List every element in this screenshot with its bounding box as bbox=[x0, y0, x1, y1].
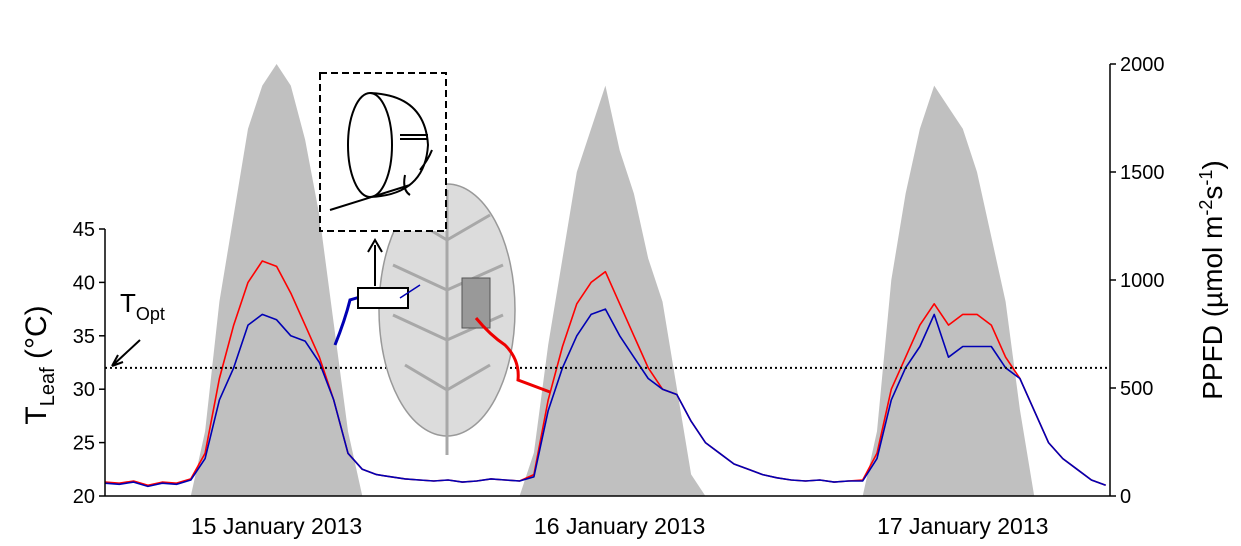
y2-tick-label: 2000 bbox=[1120, 54, 1165, 76]
threshold-label-main: T bbox=[120, 288, 136, 318]
inset-box bbox=[319, 72, 447, 232]
y2-axis-label: PPFD (µmol m-2s-1) bbox=[1196, 160, 1228, 400]
y2-tick-label: 1000 bbox=[1120, 270, 1165, 292]
threshold-label-sub: Opt bbox=[136, 304, 165, 324]
y2-label-part: s bbox=[1197, 186, 1228, 200]
y2-tick-label: 0 bbox=[1120, 486, 1131, 508]
y2-label-sup: -2 bbox=[1196, 200, 1216, 216]
topt-arrow bbox=[111, 339, 141, 367]
inset-diagram bbox=[111, 72, 551, 455]
y2-tick-label: 500 bbox=[1120, 378, 1153, 400]
y-tick-label: 20 bbox=[73, 486, 95, 508]
clip-detail bbox=[329, 92, 433, 211]
y-tick-label: 35 bbox=[73, 326, 95, 348]
y-label-rest: (°C) bbox=[20, 305, 53, 367]
sensor-clip bbox=[357, 287, 409, 309]
y2-label-part: ) bbox=[1197, 160, 1228, 169]
y-label-main: T bbox=[20, 406, 53, 424]
red-wire bbox=[474, 317, 551, 394]
inset-arrow bbox=[367, 238, 383, 286]
y-label-sub: Leaf bbox=[37, 367, 59, 406]
y-tick-label: 40 bbox=[73, 272, 95, 294]
blue-wire bbox=[333, 295, 361, 346]
x-tick-label: 15 January 2013 bbox=[191, 513, 362, 539]
x-tick-label: 17 January 2013 bbox=[877, 513, 1048, 539]
y2-label-part: PPFD (µmol m bbox=[1197, 216, 1228, 400]
y-axis-label: TLeaf (°C) bbox=[20, 305, 59, 424]
x-tick-label: 16 January 2013 bbox=[534, 513, 705, 539]
threshold-label: TOpt bbox=[120, 288, 165, 324]
y-tick-label: 45 bbox=[73, 219, 95, 241]
y-tick-label: 25 bbox=[73, 433, 95, 455]
y-tick-label: 30 bbox=[73, 379, 95, 401]
sensor-patch bbox=[461, 277, 491, 329]
plot-area: 20 25 30 35 40 45 0 500 1000 1500 2000 15 January 2… bbox=[73, 54, 1165, 539]
area bbox=[105, 64, 1106, 496]
blue-lead bbox=[399, 284, 421, 299]
line bbox=[104, 260, 1106, 487]
y2-tick-label: 1500 bbox=[1120, 162, 1165, 184]
y2-label-sup: -1 bbox=[1196, 170, 1216, 186]
line bbox=[104, 308, 1106, 488]
